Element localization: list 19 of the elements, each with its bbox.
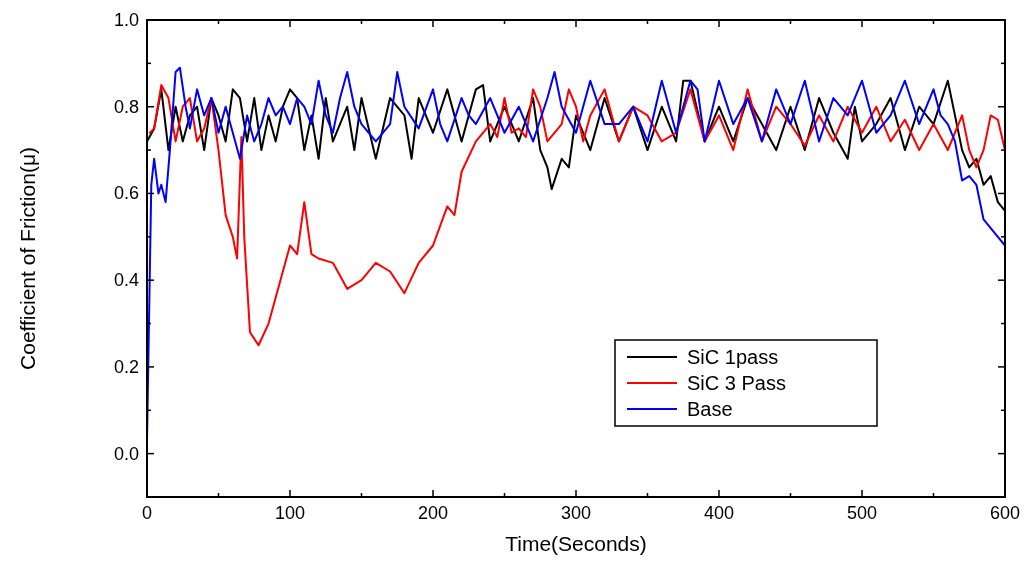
x-tick-label: 400 [703, 503, 735, 523]
x-axis-title: Time(Seconds) [505, 532, 647, 555]
x-tick-label: 600 [989, 503, 1021, 523]
x-tick-label: 200 [417, 503, 449, 523]
y-axis-title: Coefficient of Friction(μ) [16, 147, 39, 370]
legend-label: SiC 1pass [687, 346, 779, 368]
x-tick-label: 500 [846, 503, 878, 523]
legend-label: Base [687, 398, 733, 420]
x-tick-label: 100 [274, 503, 306, 523]
y-tick-label: 1.0 [113, 10, 139, 30]
y-tick-label: 0.8 [113, 96, 139, 117]
legend-label: SiC 3 Pass [687, 372, 786, 394]
y-tick-label: 0.2 [113, 356, 139, 377]
x-tick-label: 0 [141, 503, 153, 523]
line-series [148, 84, 1006, 347]
y-tick-label: 0.0 [113, 443, 139, 464]
x-tick-label: 300 [560, 503, 592, 523]
y-tick-label: 0.6 [113, 183, 139, 204]
y-tick-label: 0.4 [113, 270, 139, 291]
